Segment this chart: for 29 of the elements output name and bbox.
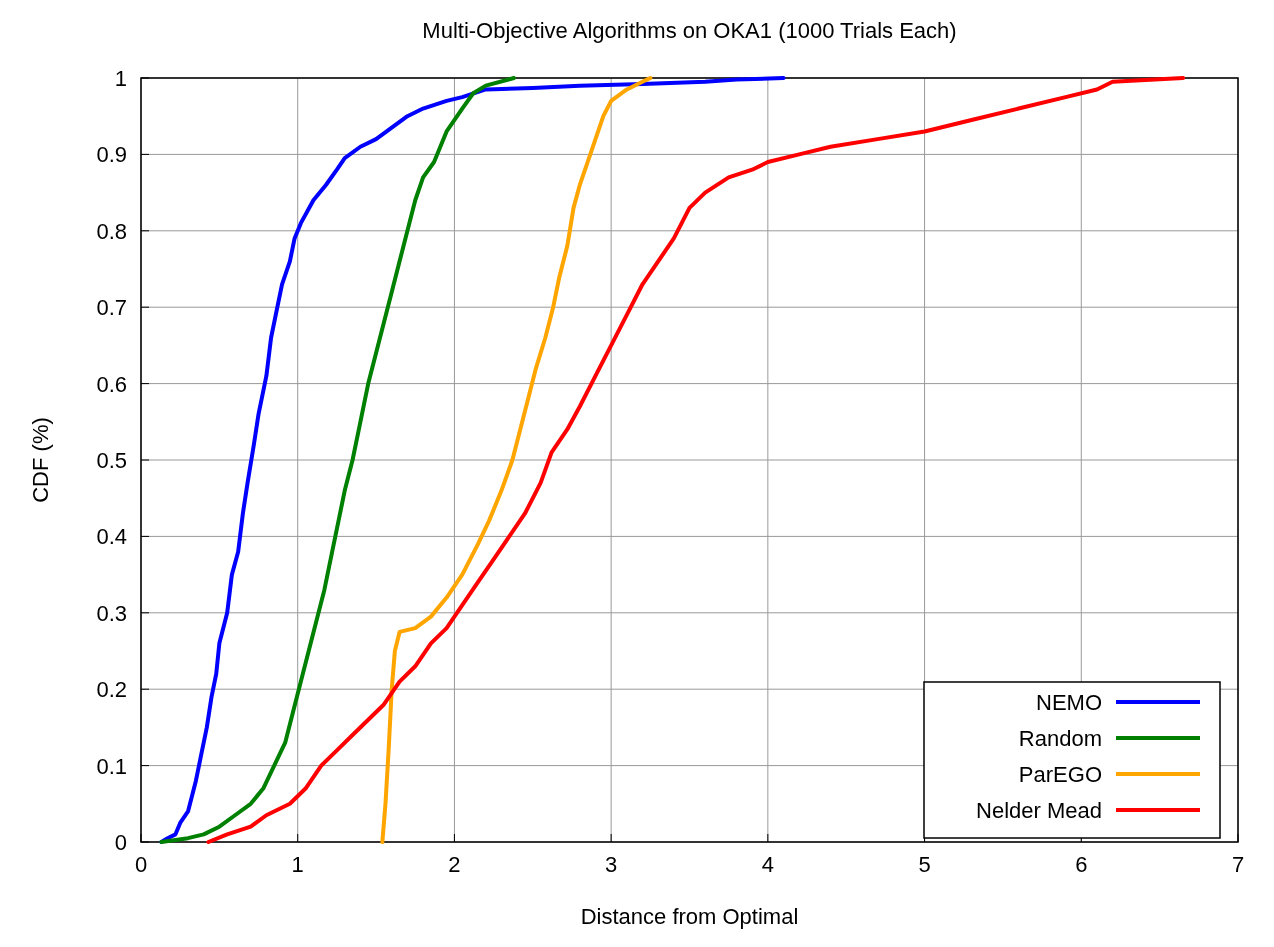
y-tick-label: 0.8 [96, 218, 127, 244]
x-tick-label: 2 [448, 852, 461, 877]
y-tick-label: 0 [114, 830, 127, 855]
y-tick-label: 0.3 [96, 600, 127, 626]
line-series [206, 76, 1186, 844]
x-tick-label: 6 [1075, 852, 1088, 877]
x-tick-label: 5 [918, 852, 931, 877]
y-tick-label: 0.1 [96, 753, 127, 779]
legend-label: NEMO [1036, 690, 1102, 715]
y-tick-label: 1 [114, 66, 127, 91]
y-tick-label: 0.9 [96, 142, 127, 168]
y-tick-label: 0.5 [96, 448, 127, 473]
y-tick-label: 0.4 [96, 524, 127, 550]
line-series [380, 76, 653, 844]
x-tick-label: 7 [1231, 852, 1245, 877]
y-tick-label: 0.7 [96, 295, 127, 321]
x-axis-title: Distance from Optimal [580, 904, 799, 929]
y-tick-label: 0.2 [96, 677, 127, 703]
y-tick-label: 0.6 [96, 371, 127, 397]
legend-label: ParEGO [1018, 762, 1102, 787]
legend-label: Random [1018, 726, 1102, 751]
x-tick-label: 3 [605, 852, 618, 877]
x-tick-label: 0 [134, 852, 148, 877]
legend-label: Nelder Mead [976, 798, 1102, 823]
chart-title: Multi-Objective Algorithms on OKA1 (1000 Trials Each) [422, 18, 957, 43]
y-axis-title: CDF (%) [28, 417, 53, 503]
x-tick-label: 4 [761, 852, 774, 877]
x-tick-label: 1 [291, 852, 304, 877]
line-series [159, 76, 516, 844]
